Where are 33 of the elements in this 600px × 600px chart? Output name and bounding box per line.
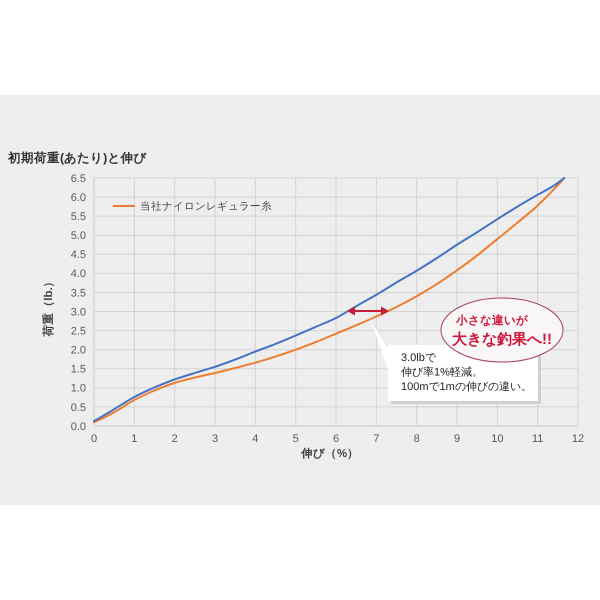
- annotation: 3.0lbで伸び率1%軽減。100mで1mの伸びの違い。: [401, 352, 532, 393]
- x-tick-label: 12: [572, 433, 584, 445]
- y-tick-label: 2.0: [70, 344, 86, 357]
- x-tick-label: 8: [414, 433, 420, 445]
- x-tick-label: 6: [332, 433, 340, 445]
- y-tick-label: 0.0: [70, 420, 86, 433]
- chart-title: 初期荷重(あたり)と伸び: [7, 150, 148, 165]
- annotation: 小さな違いが大きな釣果へ!!: [452, 313, 552, 348]
- y-tick-label: 1.5: [70, 364, 86, 376]
- x-tick-label: 9: [454, 433, 460, 445]
- x-tick-label: 7: [373, 433, 380, 445]
- x-tick-label: 2: [172, 433, 178, 445]
- x-tick-label: 4: [252, 433, 258, 445]
- y-tick-label: 3.0: [70, 306, 86, 318]
- legend-label: 当社ナイロンレギュラー糸: [140, 200, 272, 213]
- x-tick-label: 1: [131, 433, 138, 445]
- y-tick-label: 2.5: [70, 325, 86, 338]
- y-tick-label: 5.5: [70, 211, 86, 224]
- y-tick-label: 3.5: [70, 287, 86, 300]
- x-tick-label: 10: [491, 433, 504, 445]
- x-tick-label: 11: [532, 433, 544, 445]
- y-tick-label: 0.5: [70, 402, 86, 414]
- y-axis-title: 荷重（lb.）: [41, 275, 55, 338]
- y-tick-label: 5.0: [70, 230, 86, 242]
- y-tick-label: 1.0: [70, 382, 86, 395]
- x-tick-label: 3: [212, 433, 218, 445]
- y-tick-label: 4.5: [70, 249, 86, 262]
- x-tick-label: 5: [292, 433, 299, 445]
- y-tick-label: 6.5: [70, 172, 86, 185]
- y-tick-label: 4.0: [70, 268, 86, 280]
- x-tick-label: 0: [90, 433, 98, 445]
- x-axis-title: 伸び（%）: [300, 447, 360, 460]
- y-tick-label: 6.0: [70, 192, 86, 204]
